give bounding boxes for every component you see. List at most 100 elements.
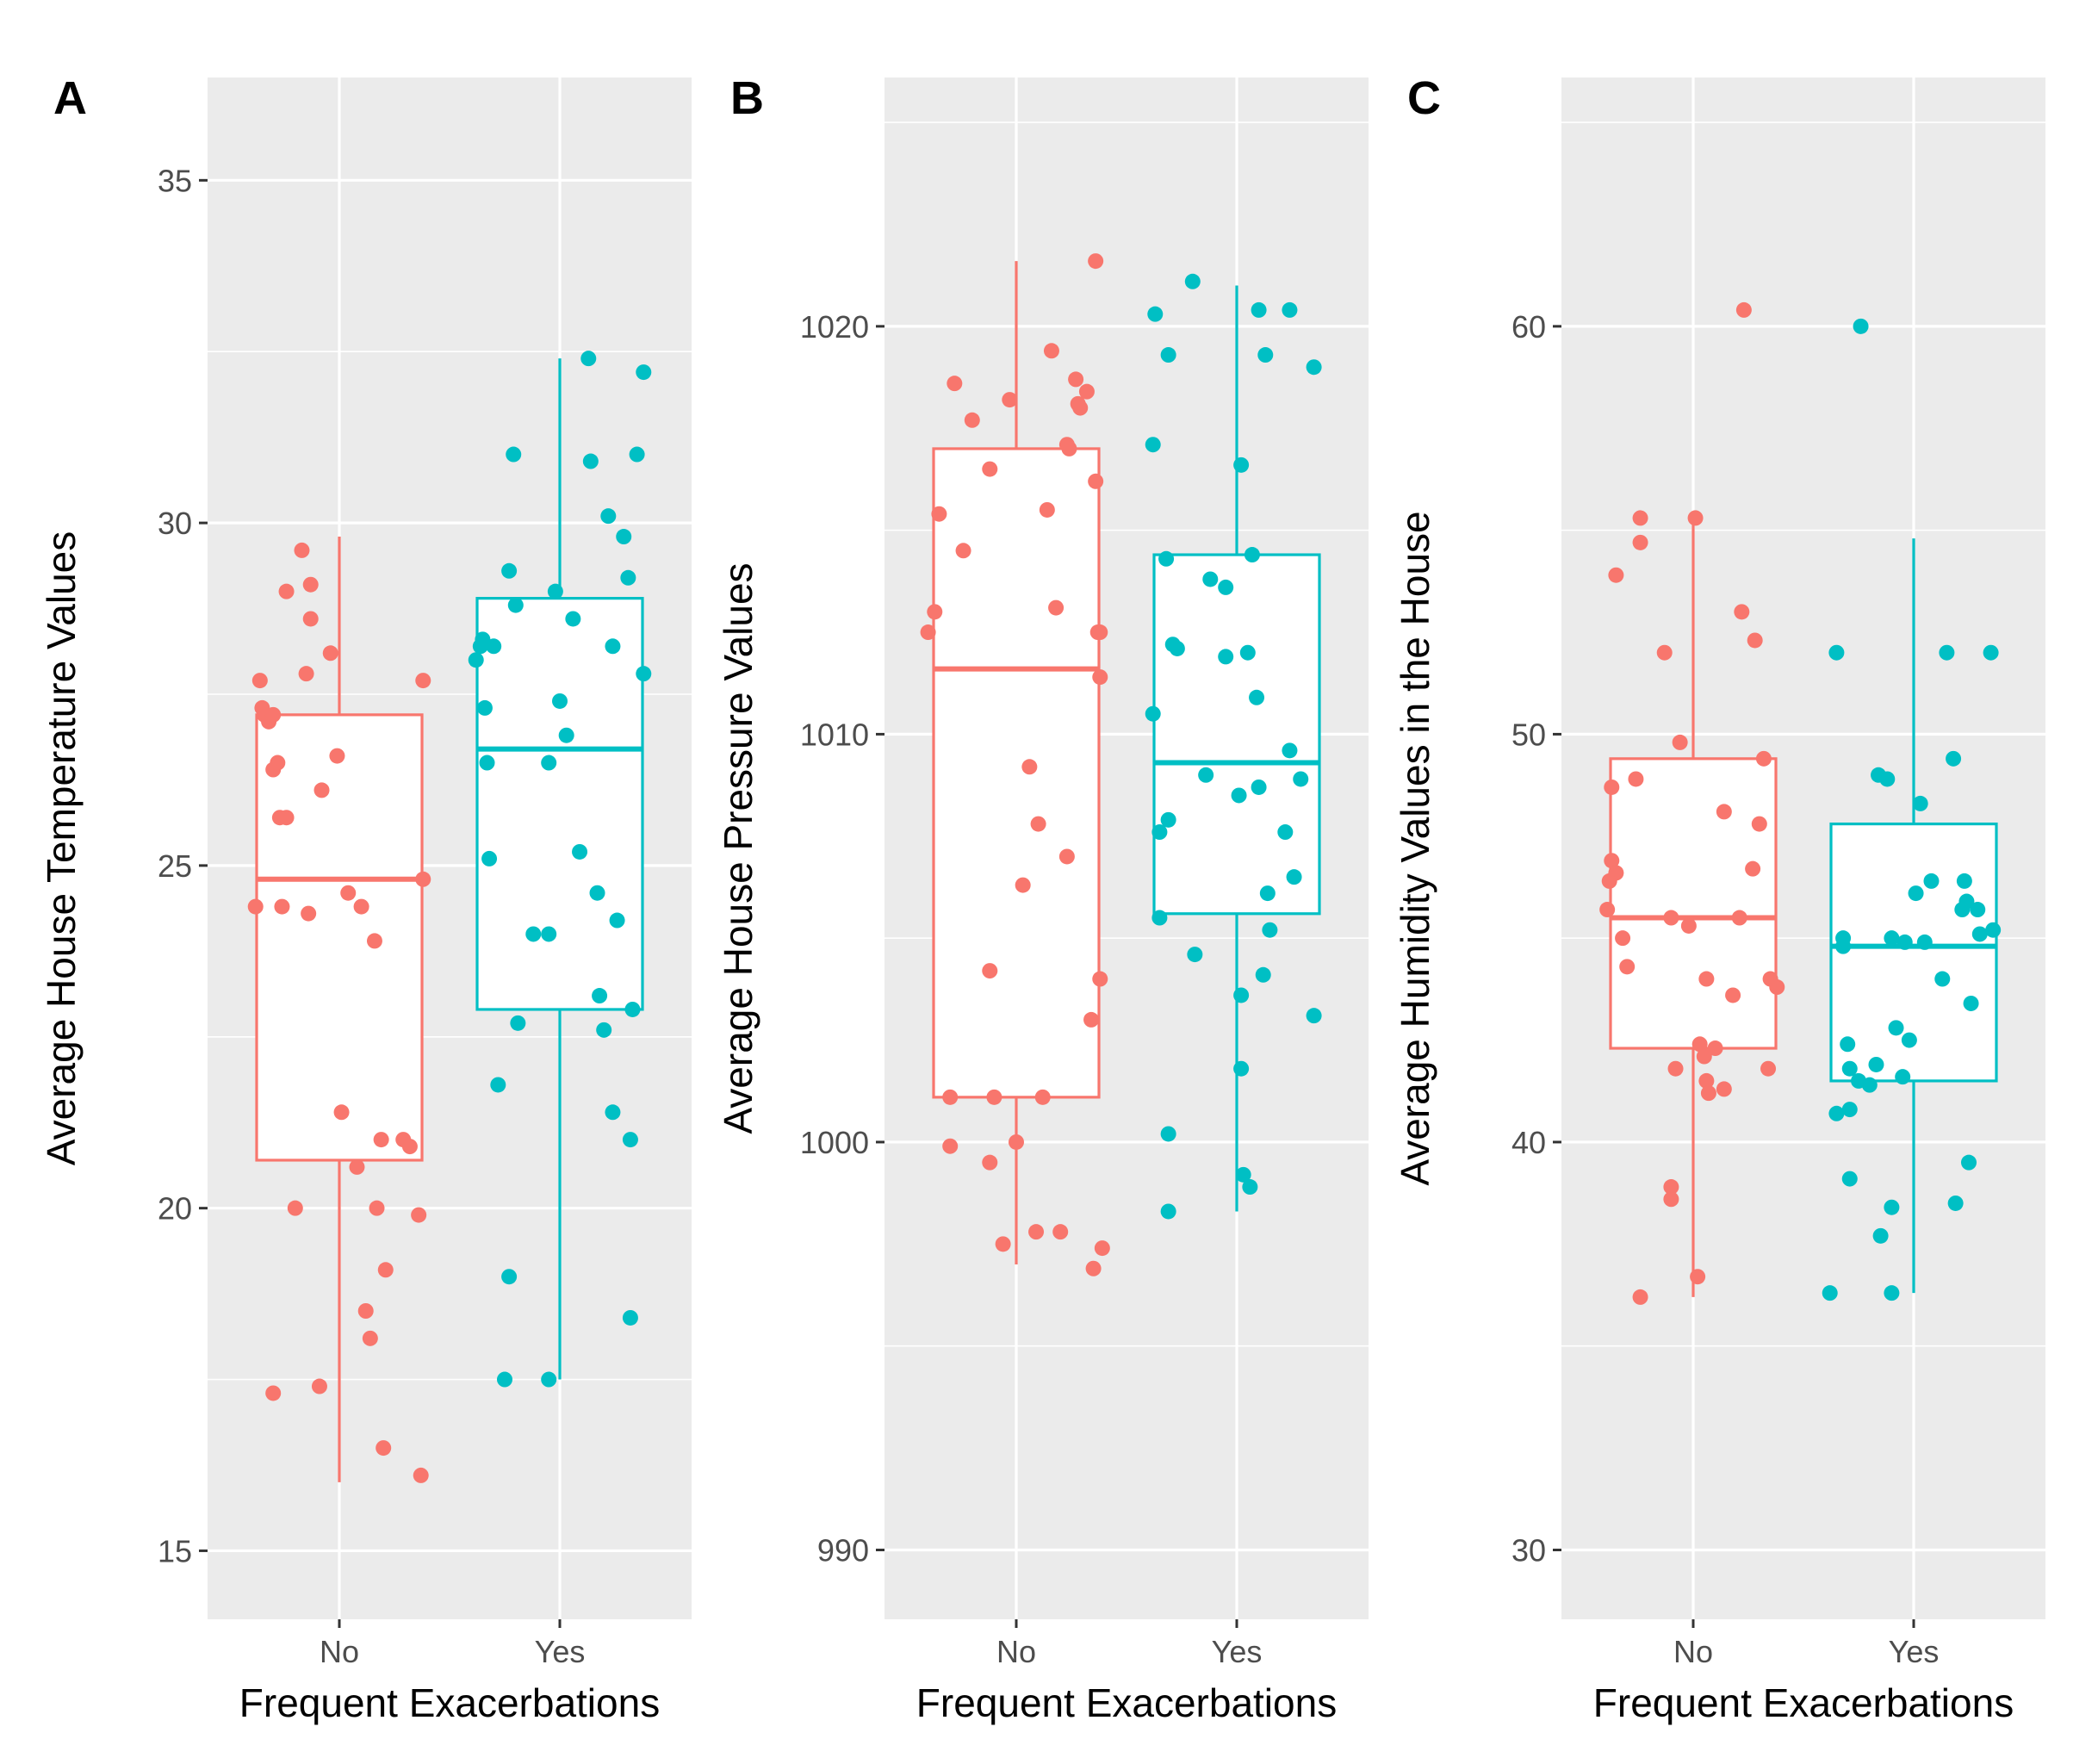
data-point: [582, 453, 599, 469]
data-point: [624, 1001, 641, 1017]
data-point: [322, 645, 338, 662]
data-point: [622, 1309, 638, 1326]
data-point: [1879, 771, 1896, 787]
data-point: [1835, 930, 1852, 947]
data-point: [1608, 567, 1624, 583]
data-point: [1187, 947, 1203, 963]
box-yes: [1829, 538, 1998, 1294]
data-point: [1061, 440, 1077, 457]
data-point: [1160, 811, 1176, 828]
box-no: [255, 537, 424, 1482]
panel-a: 15 20 25 30 35 No Yes Frequent Exacerbations Ave…: [39, 72, 692, 1725]
data-point: [349, 1158, 365, 1175]
data-point: [558, 727, 574, 743]
box-iqr: [1609, 757, 1778, 1050]
data-point: [1734, 604, 1750, 620]
data-point: [1615, 930, 1631, 947]
data-point: [1039, 501, 1055, 518]
data-point: [1094, 1240, 1110, 1257]
data-point: [1690, 1269, 1706, 1285]
data-point: [1233, 457, 1250, 473]
data-point: [1028, 1224, 1045, 1240]
panel-b: 990 1000 1010 1020 No Yes Frequent Exacerbatio…: [716, 72, 1369, 1725]
data-point: [362, 1330, 378, 1346]
data-point: [636, 666, 652, 682]
data-point: [1895, 1069, 1911, 1085]
data-point: [1912, 795, 1928, 811]
x-tick-label: Yes: [1889, 1634, 1940, 1669]
data-point: [415, 871, 431, 887]
data-point: [1088, 473, 1104, 489]
data-point: [1198, 767, 1214, 783]
data-point: [1691, 1036, 1708, 1053]
data-point: [1751, 816, 1767, 832]
x-tick-label: Yes: [535, 1634, 586, 1669]
data-point: [1085, 1260, 1102, 1276]
data-point: [1663, 1179, 1679, 1196]
data-point: [547, 583, 563, 599]
data-point: [605, 638, 621, 655]
data-point: [1092, 624, 1108, 641]
data-point: [366, 933, 382, 949]
data-point: [1231, 787, 1247, 804]
points-yes: [1145, 273, 1322, 1220]
data-point: [302, 611, 319, 627]
data-point: [541, 1371, 557, 1388]
data-point: [1716, 1081, 1732, 1097]
data-point: [1145, 705, 1161, 722]
x-tick-label: Yes: [1212, 1634, 1263, 1669]
data-point: [1021, 759, 1038, 775]
data-point: [942, 1138, 959, 1154]
data-point: [1259, 885, 1276, 902]
data-point: [1916, 934, 1933, 950]
data-point: [476, 699, 493, 716]
data-point: [1822, 1285, 1838, 1301]
data-point: [1147, 306, 1164, 322]
data-point: [986, 1089, 1002, 1105]
data-point: [1632, 534, 1648, 550]
data-point: [1015, 877, 1031, 893]
data-point: [942, 1089, 959, 1105]
data-point: [1262, 922, 1278, 938]
data-point: [1599, 902, 1616, 918]
data-point: [287, 1200, 303, 1216]
data-point: [1841, 1060, 1858, 1077]
data-point: [270, 755, 286, 771]
panel-tag: A: [53, 72, 87, 124]
data-point: [486, 638, 502, 655]
data-point: [1745, 860, 1761, 877]
data-point: [1068, 371, 1084, 388]
box-no: [1609, 518, 1778, 1297]
data-point: [636, 364, 652, 381]
data-point: [1985, 922, 2002, 938]
data-point: [1092, 669, 1108, 686]
data-point: [927, 604, 943, 620]
data-point: [1184, 273, 1201, 289]
data-point: [278, 583, 295, 599]
points-no: [247, 542, 431, 1483]
data-point: [1088, 253, 1104, 270]
data-point: [1151, 910, 1168, 926]
y-tick-label: 60: [1511, 309, 1546, 345]
data-point: [1255, 966, 1271, 983]
data-point: [605, 1104, 621, 1121]
data-point: [401, 1139, 418, 1155]
data-point: [510, 1015, 526, 1031]
x-axis-title: Frequent Exacerbations: [916, 1680, 1337, 1725]
y-tick-label: 15: [158, 1533, 192, 1568]
y-axis-title: Average Humidity Values in the House: [1393, 511, 1437, 1185]
data-point: [1030, 816, 1046, 832]
data-point: [1934, 971, 1951, 987]
data-point: [1755, 750, 1772, 767]
data-point: [1971, 926, 1988, 942]
data-point: [373, 1132, 389, 1148]
data-point: [376, 1440, 392, 1457]
data-point: [1872, 1227, 1889, 1244]
data-point: [947, 376, 963, 392]
data-point: [1884, 1199, 1900, 1215]
data-point: [1249, 689, 1265, 705]
data-point: [1667, 1060, 1684, 1077]
data-point: [1293, 771, 1309, 787]
data-point: [620, 569, 636, 586]
points-yes: [1822, 318, 2002, 1301]
